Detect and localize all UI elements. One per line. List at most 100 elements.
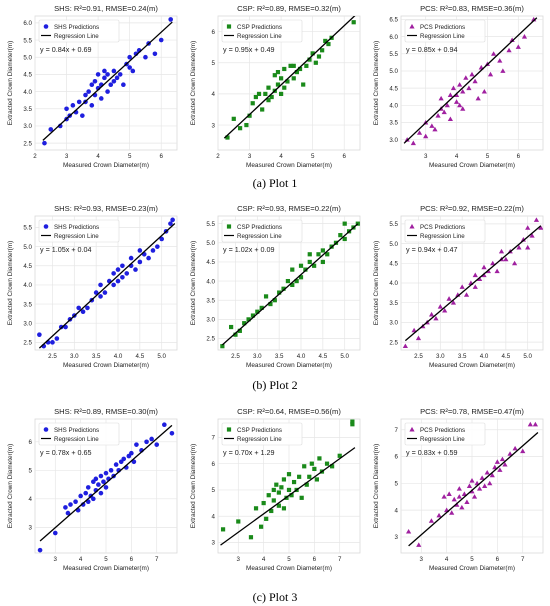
data-point xyxy=(48,127,54,132)
x-axis-label: Measured Crown Diameter(m) xyxy=(429,362,515,369)
y-tick-label: 2.5 xyxy=(23,140,32,147)
y-tick-label: 4.0 xyxy=(23,282,32,289)
data-point xyxy=(481,88,487,94)
data-point xyxy=(115,267,121,272)
legend-label-predictions: PCS Predictions xyxy=(420,427,465,434)
data-point xyxy=(85,485,91,490)
data-point xyxy=(316,54,322,59)
data-point xyxy=(342,221,347,226)
data-point xyxy=(411,327,417,333)
data-point xyxy=(92,78,98,84)
data-point xyxy=(98,294,103,299)
data-point xyxy=(269,94,274,100)
scatter-chart: 3 4 5 6 7 3 4 5 6 7 PCS: R²=0.78, RMSE=0.47(m) Meas… xyxy=(373,407,544,572)
scatter-chart: 2.5 3.0 3.5 4.0 4.5 5.0 2.5 3.0 3.5 4.0 4.5 5.0 5.5 S… xyxy=(7,204,178,369)
data-point xyxy=(115,278,121,284)
x-tick-label: 7 xyxy=(338,556,342,563)
data-point xyxy=(477,486,483,491)
data-point xyxy=(78,493,83,499)
data-point xyxy=(416,542,422,547)
y-tick-label: 4 xyxy=(212,91,216,98)
legend-box xyxy=(38,219,120,243)
x-tick-label: 5.0 xyxy=(523,353,532,360)
data-point xyxy=(509,37,515,43)
x-tick-label: 4.0 xyxy=(480,353,489,360)
y-tick-label: 6 xyxy=(212,461,216,468)
data-point xyxy=(130,68,136,74)
legend-box xyxy=(404,19,486,43)
data-point xyxy=(482,483,488,488)
y-axis-label: Extracted Crown Diameter(m) xyxy=(7,444,14,529)
data-point xyxy=(98,490,104,496)
x-tick-label: 5 xyxy=(128,153,132,160)
chart-title: CSP: R²=0.89, RMSE=0.32(m) xyxy=(237,4,341,13)
x-tick-label: 4 xyxy=(445,556,449,563)
data-point xyxy=(275,82,281,87)
chart-panel: 3 4 5 6 7 3 4 5 6 7 PCS: R²=0.78, RMSE=0.47(m) Meas… xyxy=(366,403,549,575)
data-point xyxy=(299,495,304,500)
data-point xyxy=(499,456,506,462)
x-axis-label: Measured Crown Diameter(m) xyxy=(246,362,332,369)
legend-box xyxy=(221,19,303,43)
x-tick-label: 3 xyxy=(65,153,69,160)
y-tick-label: 5 xyxy=(29,468,33,475)
data-point xyxy=(450,300,457,305)
regression-line xyxy=(42,21,173,141)
data-point xyxy=(461,491,467,496)
y-tick-label: 5.5 xyxy=(23,225,32,232)
y-tick-label: 6.0 xyxy=(23,20,32,27)
data-point xyxy=(298,263,304,268)
data-point xyxy=(65,510,71,516)
data-point xyxy=(121,82,126,88)
data-point xyxy=(472,284,478,289)
legend-label-regression: Regression Line xyxy=(54,436,99,443)
scatter-chart: 2 3 4 5 6 2.5 3.0 3.5 4.0 4.5 5.0 5.5 6.0 SHS: R²=0.9… xyxy=(7,4,178,169)
data-point xyxy=(472,78,478,84)
data-point xyxy=(54,336,60,341)
data-point xyxy=(460,88,466,94)
x-tick-label: 4 xyxy=(96,153,100,160)
data-point xyxy=(93,290,99,295)
data-point xyxy=(281,506,287,511)
regression-line xyxy=(223,16,356,139)
data-point xyxy=(242,321,247,326)
x-tick-label: 3 xyxy=(420,556,424,563)
data-point xyxy=(255,309,260,314)
data-point xyxy=(279,485,284,490)
data-point xyxy=(404,137,410,142)
y-tick-label: 5.5 xyxy=(23,37,32,44)
figure-caption-plot-2: (b) Plot 2 xyxy=(252,378,298,392)
x-tick-label: 5.0 xyxy=(157,353,166,360)
legend-label-predictions: SHS Predictions xyxy=(54,224,99,231)
y-axis-label: Extracted Crown Diameter(m) xyxy=(190,41,197,126)
data-point xyxy=(475,95,481,101)
data-point xyxy=(271,498,276,503)
chart-title: PCS: R²=0.92, RMSE=0.22(m) xyxy=(420,204,524,213)
y-axis-label: Extracted Crown Diameter(m) xyxy=(190,444,197,529)
data-point xyxy=(320,248,325,253)
data-point xyxy=(111,78,117,84)
data-point xyxy=(494,268,500,274)
chart-panel: 3 4 5 6 3.0 3.5 4.0 4.5 5.0 5.5 6.0 6.5 PCS: R²=0.83… xyxy=(366,0,549,172)
x-tick-label: 4.0 xyxy=(297,353,306,360)
data-point xyxy=(314,477,319,482)
data-point xyxy=(89,103,95,108)
data-point xyxy=(355,221,360,226)
legend-label-regression: Regression Line xyxy=(237,233,282,240)
data-point xyxy=(446,296,452,301)
data-point xyxy=(290,282,295,288)
data-point xyxy=(266,85,271,90)
legend-marker xyxy=(43,24,49,29)
data-point xyxy=(323,38,328,44)
chart-panel: 2.5 3.0 3.5 4.0 4.5 5.0 2.5 3.0 3.5 4.0 4.5 5.0 5.5 P… xyxy=(366,200,549,372)
legend-label-regression: Regression Line xyxy=(54,33,99,40)
data-point xyxy=(436,512,442,518)
y-tick-label: 3.5 xyxy=(23,106,32,113)
data-point xyxy=(220,527,226,532)
data-point xyxy=(503,256,509,262)
data-point xyxy=(492,464,498,470)
data-point xyxy=(288,63,293,68)
y-tick-label: 4.0 xyxy=(206,278,215,285)
data-point xyxy=(93,476,99,482)
y-tick-label: 3 xyxy=(212,540,216,547)
